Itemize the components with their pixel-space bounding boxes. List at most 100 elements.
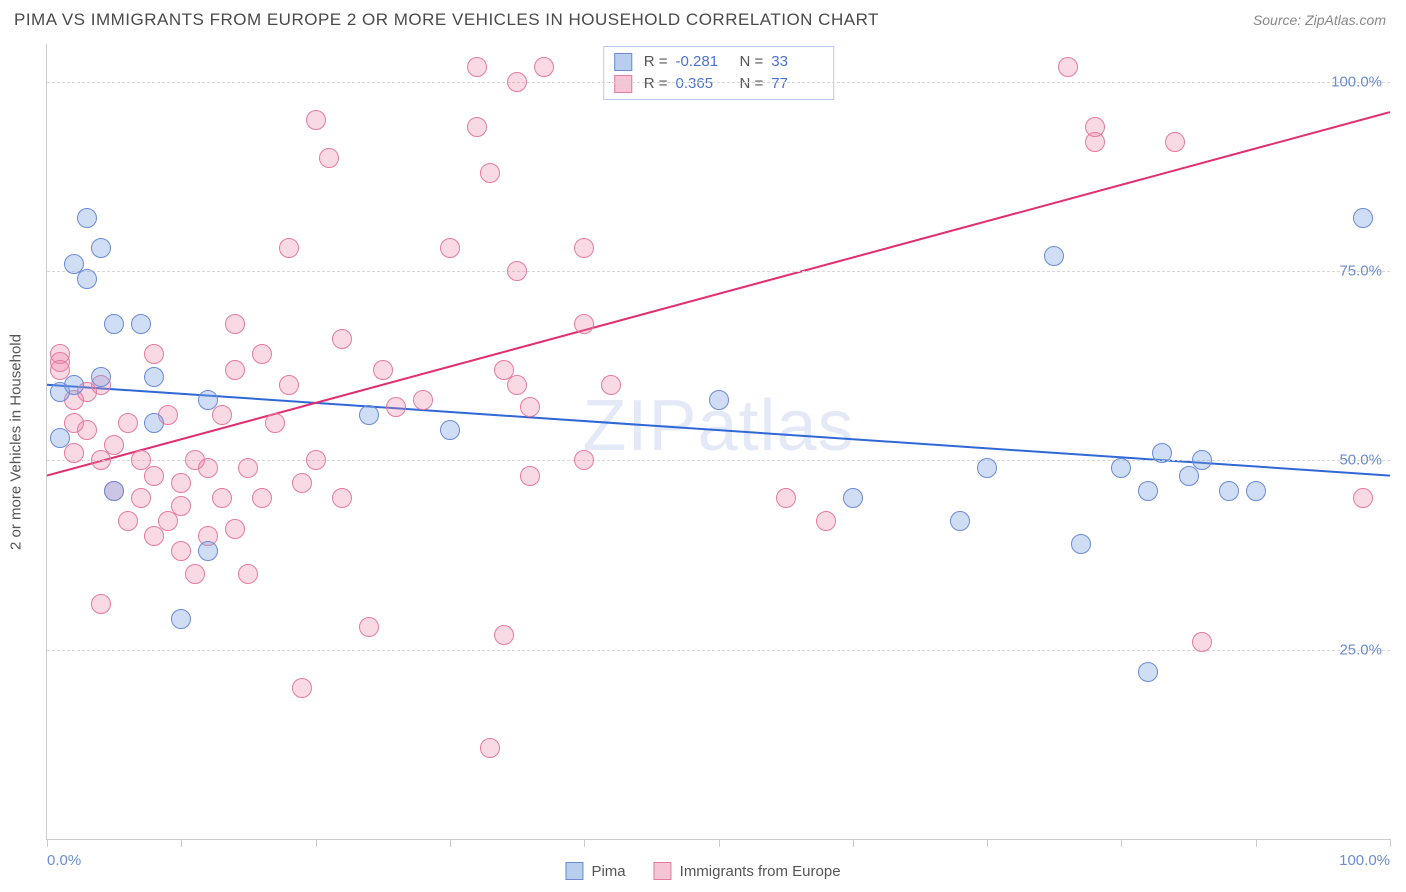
gridline [47,650,1390,651]
plot-container: 2 or more Vehicles in Household ZIPatlas… [46,44,1390,840]
europe-point [265,413,285,433]
x-tick [47,839,48,847]
europe-point [1165,132,1185,152]
pima-point [144,367,164,387]
plot-area: ZIPatlas R = -0.281 N = 33 R = 0.365 N =… [46,44,1390,840]
europe-point [144,466,164,486]
pima-point [77,269,97,289]
europe-point [306,450,326,470]
pima-point [91,367,111,387]
n-label: N = [740,73,764,95]
europe-point [64,443,84,463]
europe-point [171,473,191,493]
pima-point [1192,450,1212,470]
x-tick [450,839,451,847]
pima-point [709,390,729,410]
stats-row-europe: R = 0.365 N = 77 [614,73,824,95]
pima-point [1071,534,1091,554]
x-tick [584,839,585,847]
pima-point [91,238,111,258]
pima-point [144,413,164,433]
pima-point [198,541,218,561]
europe-point [319,148,339,168]
europe-point [816,511,836,531]
x-tick-label: 0.0% [47,852,81,869]
europe-point [467,117,487,137]
europe-point [1192,632,1212,652]
pima-point [1138,481,1158,501]
europe-point [279,238,299,258]
stats-row-pima: R = -0.281 N = 33 [614,51,824,73]
europe-point [225,314,245,334]
europe-point [1085,132,1105,152]
europe-point [776,488,796,508]
europe-point [534,57,554,77]
europe-point [601,375,621,395]
pima-point [1246,481,1266,501]
pima-point [131,314,151,334]
europe-point [238,564,258,584]
europe-point [480,163,500,183]
y-tick-label: 100.0% [1331,73,1382,90]
x-tick [316,839,317,847]
europe-n-value: 77 [771,73,823,95]
pima-point [1152,443,1172,463]
pima-point [77,208,97,228]
trend-lines [47,44,1390,839]
europe-point [91,594,111,614]
europe-point [225,360,245,380]
europe-point [520,466,540,486]
pima-point [50,428,70,448]
x-tick [181,839,182,847]
pima-point [359,405,379,425]
y-tick-label: 50.0% [1339,452,1382,469]
source-credit: Source: ZipAtlas.com [1253,12,1386,28]
europe-point [574,238,594,258]
europe-point [144,344,164,364]
europe-point [306,110,326,130]
y-tick-label: 75.0% [1339,263,1382,280]
x-tick [1121,839,1122,847]
europe-point [185,564,205,584]
pima-point [171,609,191,629]
n-label: N = [740,51,764,73]
pima-point [440,420,460,440]
y-axis-label: 2 or more Vehicles in Household [8,334,25,550]
europe-point [507,72,527,92]
europe-point [104,435,124,455]
europe-point [1058,57,1078,77]
pima-legend-swatch-icon [565,862,583,880]
europe-legend-label: Immigrants from Europe [680,863,841,880]
europe-point [212,488,232,508]
pima-point [843,488,863,508]
pima-point [64,375,84,395]
europe-point [520,397,540,417]
europe-point [292,473,312,493]
pima-point [1044,246,1064,266]
europe-point [118,511,138,531]
x-tick [1256,839,1257,847]
gridline [47,82,1390,83]
legend-item-pima: Pima [565,862,625,880]
europe-point [413,390,433,410]
pima-legend-label: Pima [591,863,625,880]
europe-legend-swatch-icon [654,862,672,880]
pima-point [1219,481,1239,501]
europe-point [507,375,527,395]
europe-point [77,420,97,440]
x-tick [719,839,720,847]
x-tick-label: 100.0% [1339,852,1390,869]
europe-point [292,678,312,698]
europe-point [171,496,191,516]
europe-point [359,617,379,637]
europe-point [574,450,594,470]
r-label: R = [644,73,668,95]
pima-swatch-icon [614,53,632,71]
x-tick [1390,839,1391,847]
europe-point [238,458,258,478]
europe-point [118,413,138,433]
pima-point [1111,458,1131,478]
pima-point [950,511,970,531]
pima-point [198,390,218,410]
europe-point [480,738,500,758]
